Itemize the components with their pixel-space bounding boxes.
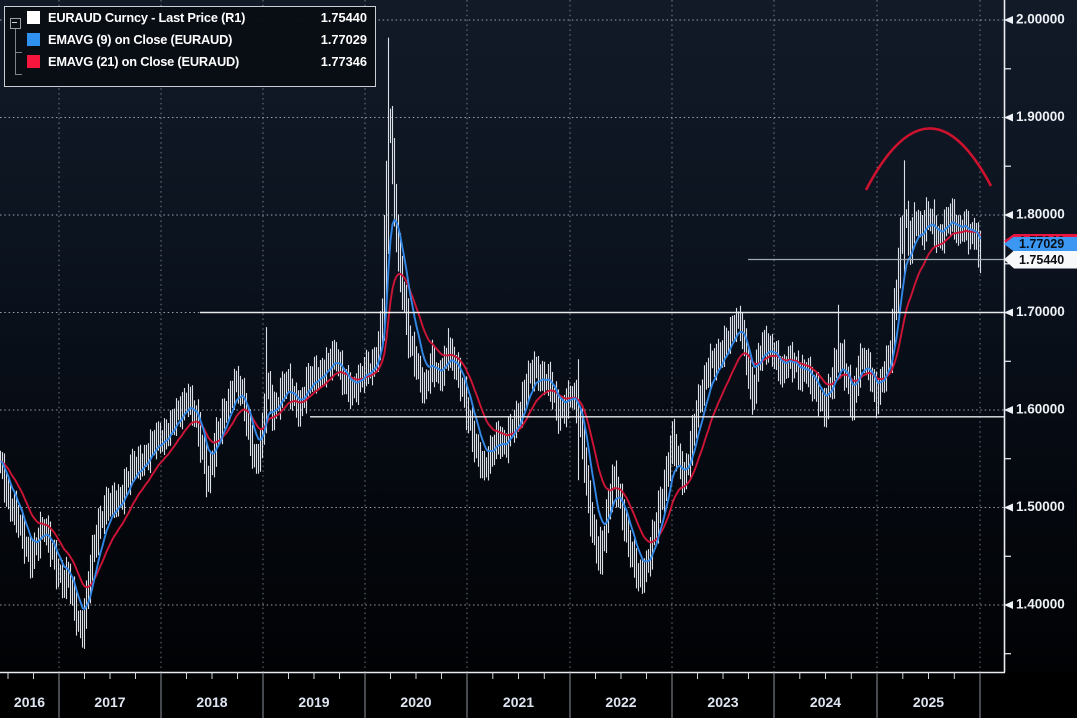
red-arc-annotation [864,127,993,191]
series-swatch-blue [27,33,40,46]
legend-tree-toggle[interactable] [10,14,26,75]
price-axis-label: 1.80000 [1016,207,1065,222]
price-tag-value: 1.77029 [1019,236,1065,251]
price-axis-label: 2.00000 [1016,12,1065,27]
legend-item-last-price[interactable]: EURAUD Curncy - Last Price (R1) 1.75440 [27,7,369,29]
series-label: EMAVG (21) on Close (EURAUD) [48,54,240,69]
year-label: 2018 [196,694,227,710]
major-tick-arrow [1004,503,1013,512]
legend-item-emavg9[interactable]: EMAVG (9) on Close (EURAUD) 1.77029 [27,29,369,51]
series-value: 1.77029 [320,32,367,47]
year-label: 2023 [707,694,738,710]
plot-background [0,0,1077,672]
year-label: 2025 [913,694,944,710]
major-tick-arrow [1004,211,1013,219]
collapse-icon[interactable] [10,18,21,29]
year-label: 2024 [810,694,841,710]
chart-legend[interactable]: EURAUD Curncy - Last Price (R1) 1.75440 … [4,6,376,87]
year-label: 2016 [14,694,45,710]
legend-item-emavg21[interactable]: EMAVG (21) on Close (EURAUD) 1.77346 [27,51,369,73]
price-axis-label: 1.50000 [1016,499,1065,514]
series-label: EMAVG (9) on Close (EURAUD) [48,32,233,47]
major-tick-arrow [1004,308,1013,317]
price-axis-label: 1.70000 [1016,304,1065,319]
price-tag-value: 1.75440 [1019,252,1065,267]
tree-branch [15,74,22,75]
year-label: 2022 [605,694,636,710]
series-swatch-white [27,11,40,24]
series-value: 1.75440 [320,10,367,25]
major-tick-arrow [1004,113,1013,122]
tree-branch [15,52,22,53]
series-label: EURAUD Curncy - Last Price (R1) [48,10,246,25]
series-swatch-red [27,55,40,68]
price-axis-label: 1.40000 [1016,597,1065,612]
year-label: 2020 [400,694,431,710]
year-label: 2017 [94,694,125,710]
series-value: 1.77346 [320,54,367,69]
year-label: 2021 [503,694,534,710]
year-label: 2019 [298,694,329,710]
ema9-line [0,218,982,611]
major-tick-arrow [1004,601,1013,609]
price-axis-label: 1.90000 [1016,109,1065,124]
major-tick-arrow [1004,406,1013,414]
major-tick-arrow [1004,16,1013,24]
ema21-line [0,229,982,588]
price-tag-last: 1.75440 [1004,250,1077,269]
price-tag-ema9: 1.77029 [1004,236,1077,252]
price-axis-label: 1.60000 [1016,402,1065,417]
axis-strip-background [0,672,1077,718]
